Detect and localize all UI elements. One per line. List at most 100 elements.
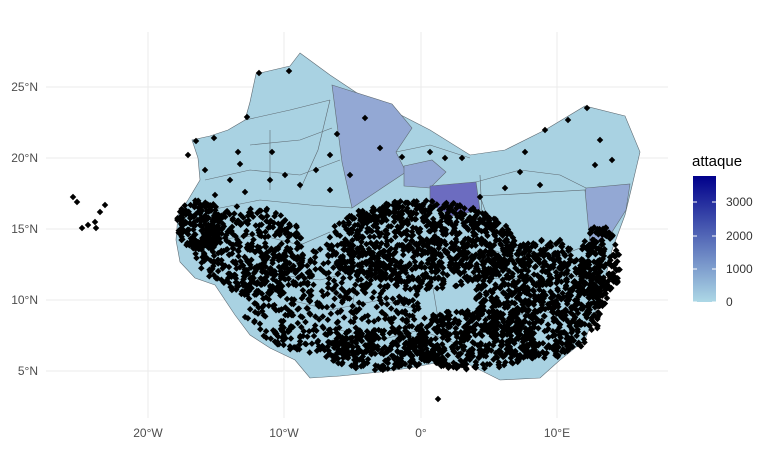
attack-point	[488, 268, 495, 275]
attack-point	[334, 318, 342, 326]
attack-point	[479, 281, 487, 288]
attack-point	[395, 335, 403, 342]
attack-point	[193, 254, 200, 262]
attack-point	[285, 281, 292, 288]
attack-point	[431, 226, 438, 234]
attack-point	[438, 227, 446, 235]
attack-point	[232, 258, 239, 265]
attack-point	[585, 300, 592, 308]
attack-point	[505, 287, 513, 294]
attack-point	[273, 339, 281, 347]
attack-point	[415, 360, 423, 368]
attack-point	[428, 197, 436, 205]
attack-point	[337, 258, 345, 265]
attack-point	[487, 319, 495, 327]
attack-point	[410, 275, 417, 283]
attack-point	[505, 275, 513, 282]
attack-point	[378, 300, 385, 307]
attack-point	[384, 230, 391, 238]
attack-point	[573, 256, 580, 264]
attack-point	[283, 258, 291, 266]
attack-point	[530, 271, 538, 278]
attack-point	[187, 201, 194, 209]
attack-point	[507, 332, 515, 339]
attack-point	[486, 325, 494, 333]
attack-point	[450, 359, 457, 367]
attack-point	[481, 364, 488, 372]
attack-point	[474, 273, 482, 281]
attack-point	[477, 341, 485, 349]
attack-point	[248, 274, 256, 282]
attack-point	[436, 345, 443, 353]
attack-point	[271, 212, 278, 220]
attack-point	[275, 243, 282, 251]
attack-point	[535, 324, 542, 332]
attack-point	[240, 269, 247, 276]
attack-point	[301, 275, 308, 282]
attack-point	[431, 274, 439, 282]
attack-point	[503, 229, 510, 237]
attack-point	[512, 280, 520, 287]
attack-point	[294, 306, 301, 313]
attack-point	[433, 285, 441, 292]
y-tick-label: 25°N	[11, 80, 38, 94]
attack-point	[482, 353, 490, 360]
attack-point	[370, 233, 378, 241]
attack-point	[537, 246, 544, 254]
attack-point	[443, 361, 450, 368]
attack-point	[353, 227, 361, 234]
attack-point	[399, 316, 406, 323]
attack-point	[219, 214, 226, 221]
attack-point	[406, 363, 413, 370]
attack-point	[352, 281, 359, 288]
attack-point	[354, 276, 362, 284]
attack-point	[239, 261, 247, 269]
attack-point	[358, 238, 365, 246]
attack-point	[525, 256, 533, 263]
attack-point	[563, 342, 571, 350]
attack-point	[554, 287, 562, 294]
attack-point	[251, 269, 258, 277]
attack-point	[403, 330, 411, 337]
attack-point	[491, 222, 499, 230]
attack-point	[434, 395, 442, 403]
attack-point	[277, 271, 284, 278]
attack-point	[348, 214, 356, 222]
attack-point	[469, 339, 476, 346]
attack-point	[364, 356, 372, 363]
attack-point	[258, 232, 265, 240]
attack-point	[550, 318, 558, 325]
attack-point	[332, 351, 340, 359]
attack-point	[454, 362, 461, 370]
attack-point	[352, 324, 360, 331]
attack-point	[201, 166, 209, 174]
attack-point	[355, 207, 362, 215]
attack-point	[348, 362, 355, 370]
attack-point	[327, 310, 335, 317]
attack-point	[290, 254, 298, 262]
attack-point	[278, 220, 286, 227]
attack-point	[454, 264, 462, 271]
attack-point	[259, 214, 266, 222]
attack-point	[515, 247, 523, 254]
attack-point	[554, 309, 561, 317]
attack-point	[177, 229, 184, 237]
attack-point	[560, 293, 567, 301]
attack-point	[348, 247, 356, 254]
attack-point	[535, 350, 542, 357]
attack-point	[517, 344, 524, 351]
attack-point	[302, 318, 309, 326]
attack-point	[421, 314, 428, 322]
attack-point	[577, 305, 585, 312]
attack-point	[409, 312, 416, 320]
attack-point	[408, 228, 416, 235]
attack-point	[178, 236, 185, 244]
attack-point	[435, 261, 443, 269]
attack-point	[443, 250, 451, 257]
attack-point	[450, 347, 457, 355]
attack-point	[543, 349, 550, 357]
attack-point	[616, 266, 623, 273]
attack-point	[590, 299, 598, 306]
attack-point	[312, 248, 320, 256]
attack-point	[529, 286, 537, 294]
